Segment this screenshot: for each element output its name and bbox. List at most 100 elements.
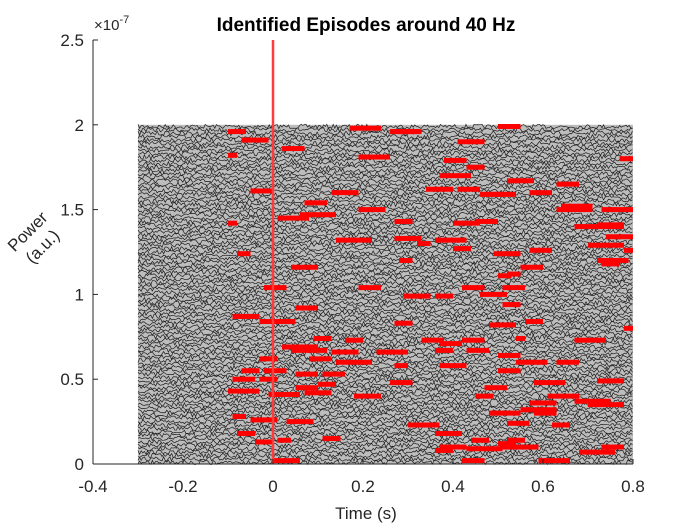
episode-marker [394,235,422,241]
episode-marker [516,335,525,341]
episode-marker [439,363,467,369]
chart-title: Identified Episodes around 40 Hz [217,15,516,36]
episode-marker [354,393,381,399]
trace-line [137,174,633,181]
trace-line [137,425,633,432]
episode-marker [520,407,557,413]
axes: -0.4 -0.2 0 0.2 0.4 0.6 0.8 0 0.5 1 1.5 2 2.5 [60,31,644,496]
episode-marker [475,218,498,224]
episode-marker [237,430,255,436]
y-axis-exponent: ×10-7 [94,14,129,34]
trace-line [137,157,633,164]
episode-marker [556,359,579,365]
trace-line [137,421,633,429]
episode-marker [336,359,372,365]
episode-marker [259,319,296,325]
episode-marker [624,247,633,253]
episode-marker [588,242,624,248]
episode-marker [547,393,579,399]
episode-marker [498,123,521,129]
episode-marker [556,207,593,213]
episode-marker [462,285,485,291]
y-axis-ticks: 0 0.5 1 1.5 2 2.5 [60,31,98,474]
trace-line [137,340,633,347]
trace-line [137,211,633,218]
x-tick-label: 0 [268,477,277,496]
trace-line [137,262,633,269]
episode-marker [268,391,300,397]
trace-line [137,330,633,337]
episode-marker [322,371,345,377]
episode-marker [466,446,503,452]
trace-line [137,306,633,313]
trace-line [137,289,633,296]
episode-marker [255,439,273,445]
trace-line [137,143,633,150]
episode-marker [480,291,507,297]
y-tick-label: 1 [75,285,84,304]
trace-line [137,215,633,222]
episode-marker [264,368,287,374]
episode-marker [489,191,516,197]
trace-line [137,292,633,300]
episode-marker [295,305,318,311]
episode-marker [237,251,251,257]
trace-line [137,228,633,235]
trace-line [137,354,633,361]
episode-marker [273,458,300,464]
episode-marker [493,251,521,257]
episode-marker [502,285,525,291]
trace-line [137,252,633,259]
x-axis-label: Time (s) [335,504,397,523]
trace-line [137,452,633,459]
episode-marker [439,173,471,179]
x-tick-label: -0.2 [168,477,197,496]
episode-marker [471,437,489,443]
y-tick-label: 2 [75,116,84,135]
trace-line [137,323,633,330]
trace-line [137,428,633,435]
trace-line [137,333,633,340]
episode-marker [417,241,431,247]
episode-marker [439,341,462,347]
trace-line [137,384,633,391]
trace-line [137,235,633,242]
episode-marker [435,293,453,299]
trace-line [137,303,633,310]
episode-marker [241,137,269,143]
episode-marker [394,320,413,326]
episode-marker [435,430,462,436]
episode-marker [484,385,507,391]
episode-marker [597,378,624,384]
episode-marker [376,349,408,355]
trace-line [137,388,633,395]
trace-line [137,201,633,208]
episode-marker [529,400,557,406]
trace-line [137,238,633,245]
trace-line [137,123,633,130]
episode-marker [300,212,336,218]
trace-line [137,367,633,374]
y-axis-exponent-base: ×10 [94,17,119,34]
episode-marker [345,337,363,343]
episode-marker [574,224,624,230]
episode-marker [264,285,287,291]
trace-line [137,310,633,316]
episode-marker [606,234,633,240]
episode-marker [601,261,620,267]
episode-marker [295,371,318,377]
episode-marker [277,437,291,443]
trace-line [137,160,633,167]
episode-marker [399,257,413,263]
episode-marker [498,441,516,447]
episode-marker [358,154,390,160]
episode-marker [475,393,494,399]
trace-line [137,418,633,425]
episode-marker [408,422,440,428]
episode-marker [507,437,525,443]
episode-marker [588,402,624,408]
episode-marker [322,436,341,442]
trace-line [137,296,633,303]
trace-line [137,364,633,371]
episode-marker [507,271,521,277]
